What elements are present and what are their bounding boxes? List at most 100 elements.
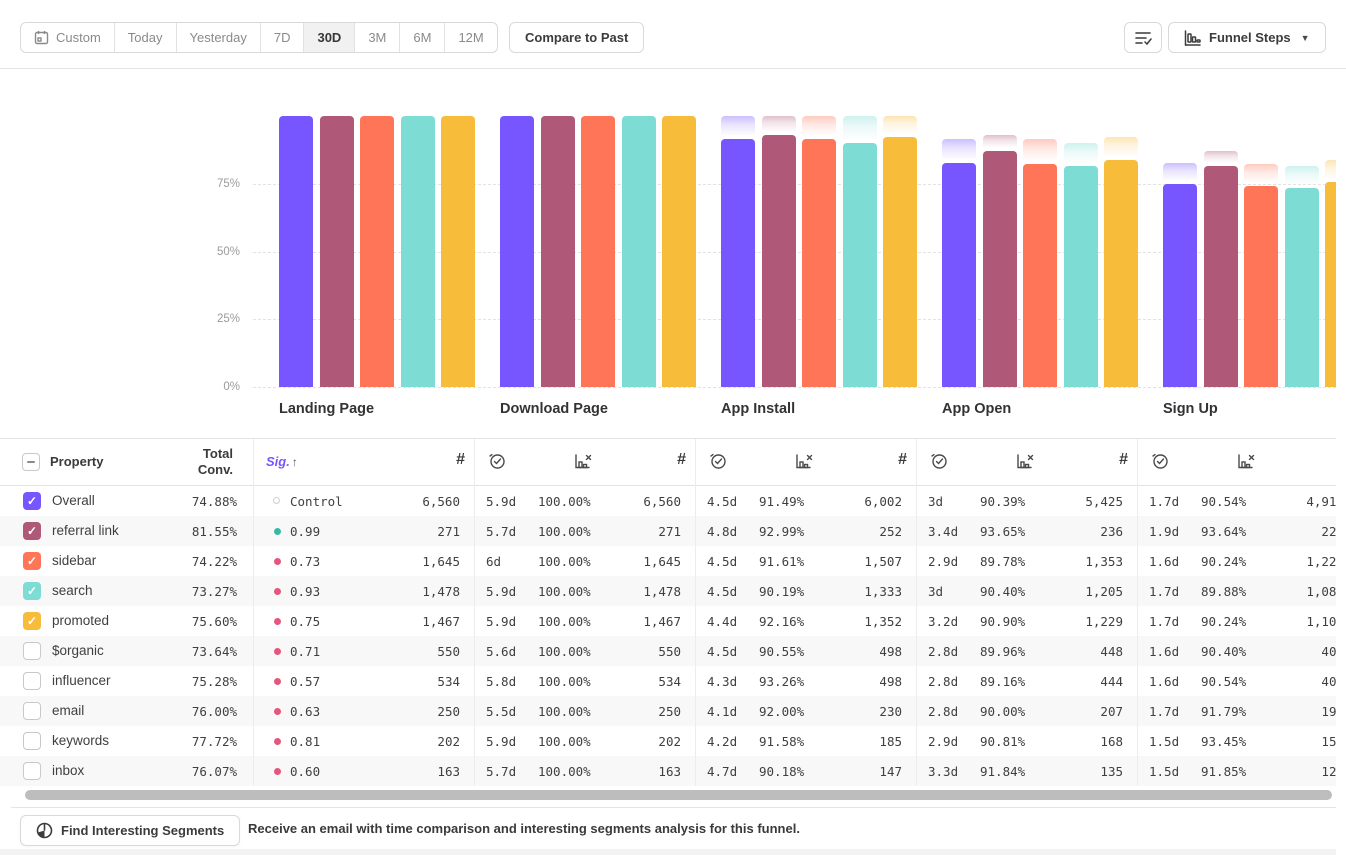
chart-bar-referral-link-step3[interactable] (762, 134, 796, 387)
compare-to-past-button[interactable]: Compare to Past (509, 22, 645, 53)
chart-bar-search-step4[interactable] (1064, 166, 1098, 387)
horizontal-scrollbar[interactable] (25, 790, 1332, 800)
row-checkbox[interactable] (23, 672, 41, 690)
row-checkbox[interactable]: ✓ (23, 612, 41, 630)
row-step-conversion: 92.16% (759, 614, 805, 629)
date-range-12m[interactable]: 12M (445, 23, 496, 52)
find-interesting-segments-button[interactable]: Find Interesting Segments (20, 815, 241, 846)
table-row-Overall: ✓ Overall 74.88% Control 6,560 5.9d 100.00% 6,5… (0, 486, 1336, 516)
row-step-conversion: 100.00% (538, 554, 591, 569)
row-total-conversion: 75.60% (191, 614, 237, 629)
chart-bar-Overall-step4[interactable] (942, 162, 976, 387)
conversion-rate-icon[interactable] (795, 452, 814, 470)
count-column-header[interactable]: # (456, 451, 465, 468)
chart-bar-referral-link-step5[interactable] (1204, 165, 1238, 387)
chart-bar-dropoff-cap (802, 116, 836, 135)
sig-dot (273, 497, 280, 504)
property-column-header[interactable]: Property (50, 454, 104, 469)
total-conv-column-header[interactable]: Total Conv. (197, 446, 233, 477)
time-to-convert-icon[interactable] (1151, 452, 1169, 470)
row-checkbox[interactable]: ✓ (23, 492, 41, 510)
funnel-steps-dropdown[interactable]: Funnel Steps ▼ (1168, 22, 1326, 53)
table-row-sidebar: ✓ sidebar 74.22% 0.73 1,645 6d 100.00% 1,645 4.5… (0, 546, 1336, 576)
time-to-convert-icon[interactable] (709, 452, 727, 470)
row-step-conversion: 91.84% (980, 764, 1026, 779)
chart-bar-dropoff-cap (983, 134, 1017, 147)
table-row-$organic: $organic 73.64% 0.71 550 5.6d 100.00% 550 4.5d 9… (0, 636, 1336, 666)
row-step-count: 190 (1321, 704, 1336, 719)
row-step-time: 5.8d (486, 674, 517, 689)
y-axis-tick: 75% (216, 177, 240, 190)
row-step-count: 550 (658, 644, 681, 659)
row-step-conversion: 100.00% (538, 614, 591, 629)
conversion-rate-icon[interactable] (574, 452, 593, 470)
count-column-header[interactable]: # (1119, 451, 1128, 468)
row-sig-value: 0.99 (290, 524, 321, 539)
chart-bar-search-step5[interactable] (1285, 188, 1319, 387)
chart-bar-search-step3[interactable] (843, 142, 877, 387)
count-column-header[interactable]: # (1309, 451, 1336, 469)
date-range-yesterday[interactable]: Yesterday (177, 23, 261, 52)
calendar-icon (34, 30, 49, 45)
date-range-today[interactable]: Today (115, 23, 177, 52)
row-step-count: 1,352 (864, 614, 902, 629)
row-checkbox[interactable]: ✓ (23, 552, 41, 570)
date-range-custom[interactable]: Custom (21, 23, 115, 52)
row-step-count: 157 (1321, 734, 1336, 749)
row-step-count: 1,478 (422, 584, 460, 599)
filter-list-button[interactable] (1124, 22, 1162, 53)
count-column-header[interactable]: # (898, 451, 907, 468)
chart-bar-sidebar-step5[interactable] (1244, 185, 1278, 387)
chart-bar-promoted-step5[interactable] (1325, 182, 1336, 387)
date-range-6m[interactable]: 6M (400, 23, 446, 52)
sig-column-header[interactable]: Sig. ↑ (266, 454, 298, 469)
chart-bar-dropoff-cap (1285, 166, 1319, 185)
row-step-time: 4.7d (707, 764, 738, 779)
row-checkbox[interactable]: ✓ (23, 522, 41, 540)
chart-bar-promoted-step3[interactable] (883, 137, 917, 387)
row-step-time: 1.5d (1149, 734, 1180, 749)
row-step-time: 4.5d (707, 584, 738, 599)
count-column-header[interactable]: # (677, 451, 686, 468)
date-range-3m[interactable]: 3M (355, 23, 401, 52)
chart-bar-referral-link-step1[interactable] (320, 116, 354, 387)
row-checkbox[interactable]: ✓ (23, 582, 41, 600)
chart-bar-dropoff-cap (1244, 164, 1278, 182)
chart-bar-referral-link-step2[interactable] (541, 116, 575, 387)
time-to-convert-icon[interactable] (488, 452, 506, 470)
conversion-rate-icon[interactable] (1237, 452, 1256, 470)
row-checkbox[interactable] (23, 702, 41, 720)
chart-bar-search-step2[interactable] (622, 116, 656, 387)
conversion-rate-icon[interactable] (1016, 452, 1035, 470)
chart-bar-Overall-step2[interactable] (500, 116, 534, 387)
row-step-count: 6,002 (864, 494, 902, 509)
chart-bar-promoted-step4[interactable] (1104, 159, 1138, 387)
date-range-7d[interactable]: 7D (261, 23, 305, 52)
row-checkbox[interactable] (23, 762, 41, 780)
row-step-conversion: 90.55% (759, 644, 805, 659)
select-all-checkbox[interactable] (22, 453, 40, 471)
row-step-time: 3.3d (928, 764, 959, 779)
chart-bar-sidebar-step4[interactable] (1023, 164, 1057, 387)
chart-bar-Overall-step3[interactable] (721, 139, 755, 387)
chart-bar-Overall-step5[interactable] (1163, 184, 1197, 387)
date-range-label: Today (127, 30, 163, 45)
row-step-count: 168 (1100, 734, 1123, 749)
chart-bar-Overall-step1[interactable] (279, 116, 313, 387)
row-total-conversion: 76.00% (191, 704, 237, 719)
chart-bar-referral-link-step4[interactable] (983, 151, 1017, 387)
row-step-conversion: 100.00% (538, 584, 591, 599)
table-row-influencer: influencer 75.28% 0.57 534 5.8d 100.00% 534 4.3… (0, 666, 1336, 696)
chart-bar-search-step1[interactable] (401, 116, 435, 387)
chart-bar-sidebar-step2[interactable] (581, 116, 615, 387)
time-to-convert-icon[interactable] (930, 452, 948, 470)
date-range-30d[interactable]: 30D (304, 23, 356, 52)
chart-bar-promoted-step1[interactable] (441, 116, 475, 387)
date-range-label: Yesterday (189, 30, 247, 45)
row-checkbox[interactable] (23, 732, 41, 750)
chart-bar-sidebar-step3[interactable] (802, 138, 836, 387)
chart-bar-promoted-step2[interactable] (662, 116, 696, 387)
row-checkbox[interactable] (23, 642, 41, 660)
row-step-count: 221 (1321, 524, 1336, 539)
chart-bar-sidebar-step1[interactable] (360, 116, 394, 387)
